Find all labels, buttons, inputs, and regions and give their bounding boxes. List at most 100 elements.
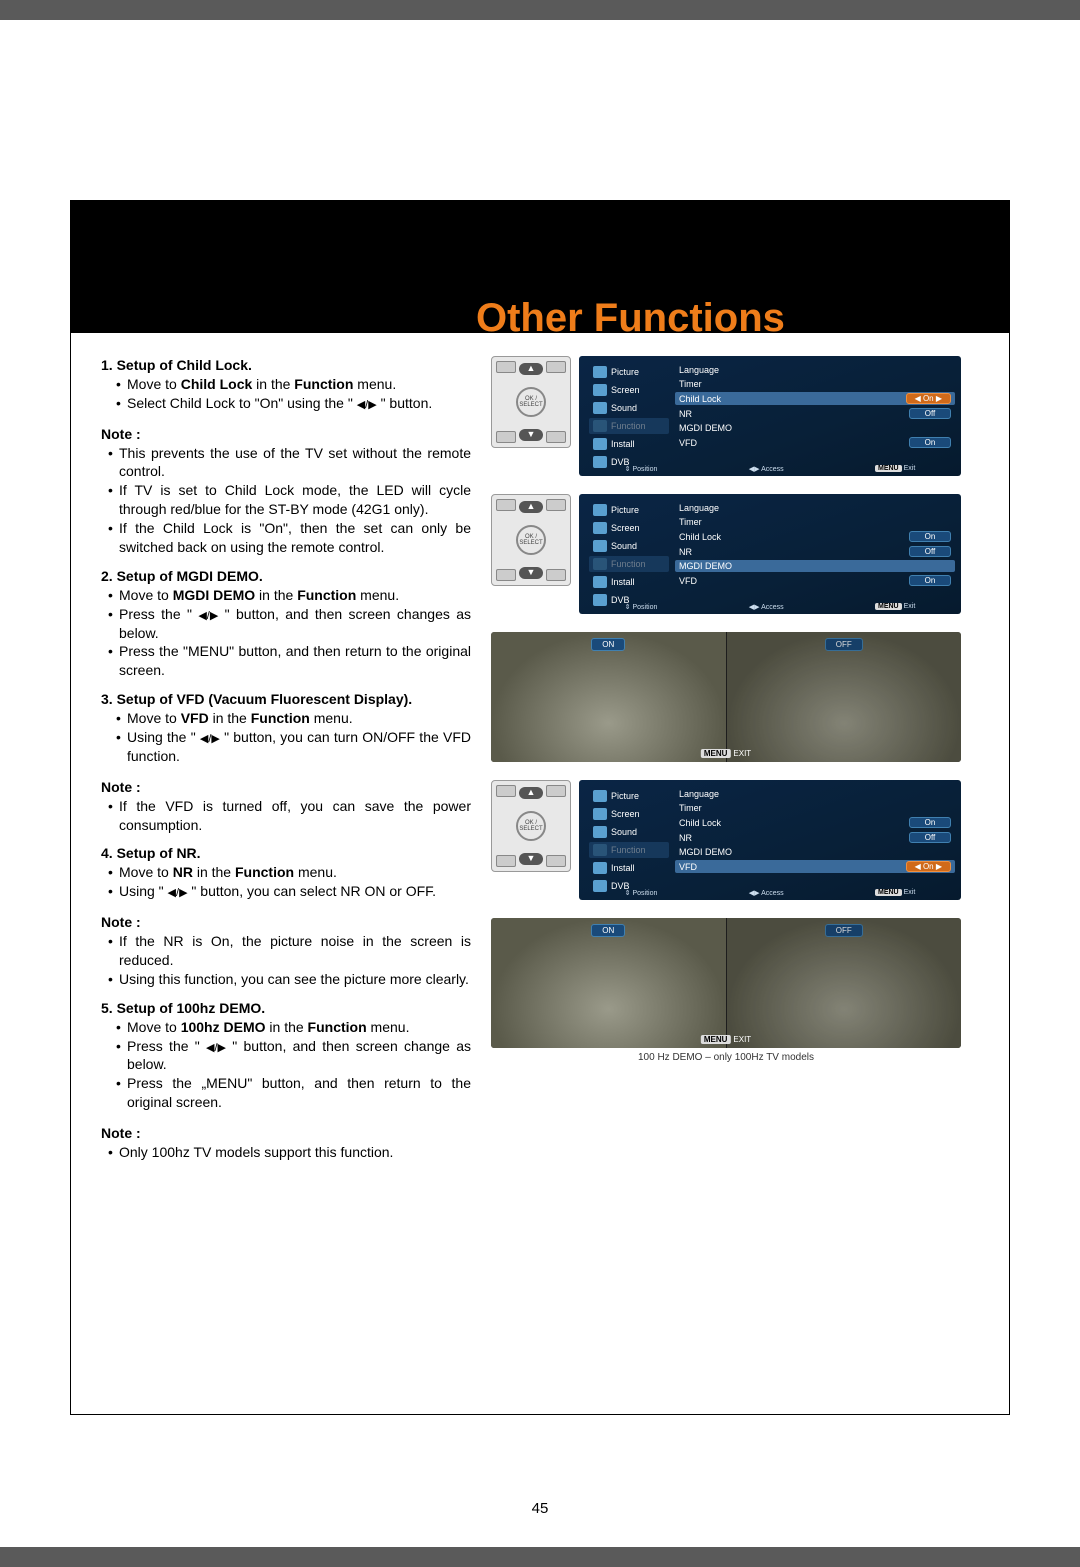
osd-footer: ⇕ Position◀▶ AccessMENUExit xyxy=(579,465,961,473)
osd-row: Timer xyxy=(679,516,951,528)
osd-footer: ⇕ Position◀▶ AccessMENUExit xyxy=(579,603,961,611)
demo-caption: 100 Hz DEMO – only 100Hz TV models xyxy=(491,1052,961,1063)
100hz-demo-wrapper: ON OFF MENUEXIT 100 Hz DEMO – only 100Hz… xyxy=(491,918,961,1063)
remote-up-icon: ▲ xyxy=(519,363,543,375)
remote-ok-btn: OK / SELECT xyxy=(516,387,546,417)
demo-exit-hint: MENUEXIT xyxy=(701,749,751,758)
osd-tab-sound: Sound xyxy=(589,824,669,840)
page-title: Other Functions xyxy=(476,296,785,341)
instruction-line: Select Child Lock to "On" using the " ◀/… xyxy=(101,394,471,413)
section-heading: 3. Setup of VFD (Vacuum Fluorescent Disp… xyxy=(101,690,471,709)
menu-block-vfd: ▲ ▼ OK / SELECT Picture Screen Sound Functi… xyxy=(491,780,961,900)
osd-row: VFDOn xyxy=(679,436,951,449)
screenshots-column: ▲ ▼ OK / SELECT Picture Screen Sound Functi… xyxy=(491,356,961,1162)
remote-diagram: ▲ ▼ OK / SELECT xyxy=(491,494,571,586)
osd-row: VFD◀ On ▶ xyxy=(675,860,955,873)
note-label: Note : xyxy=(101,425,471,444)
instruction-line: Move to NR in the Function menu. xyxy=(101,863,471,882)
content-frame: Other Functions 1. Setup of Child Lock.M… xyxy=(70,200,1010,1415)
instruction-line: If TV is set to Child Lock mode, the LED… xyxy=(101,481,471,519)
remote-pr-btn xyxy=(496,431,516,443)
osd-tab-picture: Picture xyxy=(589,364,669,380)
demo-half-on: ON xyxy=(491,918,726,1048)
instruction-line: Press the "MENU" button, and then return… xyxy=(101,642,471,680)
osd-row: MGDI DEMO xyxy=(679,422,951,434)
remote-diagram: ▲ ▼ OK / SELECT xyxy=(491,356,571,448)
demo-half-off: OFF xyxy=(726,918,962,1048)
instruction-line: Move to MGDI DEMO in the Function menu. xyxy=(101,586,471,605)
remote-sound-btn xyxy=(546,431,566,443)
osd-row: Timer xyxy=(679,802,951,814)
osd-row: MGDI DEMO xyxy=(679,846,951,858)
note-label: Note : xyxy=(101,913,471,932)
instruction-line: Move to VFD in the Function menu. xyxy=(101,709,471,728)
two-column-layout: 1. Setup of Child Lock.Move to Child Loc… xyxy=(101,356,979,1162)
remote-picture-btn xyxy=(546,361,566,373)
instruction-line: Press the " ◀/▶ " button, and then scree… xyxy=(101,605,471,643)
instructions-column: 1. Setup of Child Lock.Move to Child Loc… xyxy=(101,356,471,1162)
menu-block-childlock: ▲ ▼ OK / SELECT Picture Screen Sound Functi… xyxy=(491,356,961,476)
osd-row: VFDOn xyxy=(679,574,951,587)
remote-diagram: ▲ ▼ OK / SELECT xyxy=(491,780,571,872)
osd-row: Child LockOn xyxy=(679,530,951,543)
osd-row: Language xyxy=(679,364,951,376)
osd-tab-picture: Picture xyxy=(589,502,669,518)
page-number: 45 xyxy=(532,1500,549,1517)
manual-page: Other Functions 1. Setup of Child Lock.M… xyxy=(0,20,1080,1547)
osd-tab-screen: Screen xyxy=(589,806,669,822)
instruction-line: Move to 100hz DEMO in the Function menu. xyxy=(101,1018,471,1037)
osd-tab-picture: Picture xyxy=(589,788,669,804)
mgdi-demo-screen: ON OFF MENUEXIT xyxy=(491,632,961,762)
osd-tab-function: Function xyxy=(589,556,669,572)
demo-half-off: OFF xyxy=(726,632,962,762)
osd-tab-install: Install xyxy=(589,860,669,876)
section-heading: 4. Setup of NR. xyxy=(101,844,471,863)
osd-tab-sound: Sound xyxy=(589,538,669,554)
osd-row: Timer xyxy=(679,378,951,390)
instruction-line: Move to Child Lock in the Function menu. xyxy=(101,375,471,394)
instruction-line: If the NR is On, the picture noise in th… xyxy=(101,932,471,970)
100hz-demo-screen: ON OFF MENUEXIT xyxy=(491,918,961,1048)
remote-vol-btn xyxy=(496,361,516,373)
instruction-line: Using " ◀/▶ " button, you can select NR … xyxy=(101,882,471,901)
osd-row: NROff xyxy=(679,545,951,558)
osd-tab-function: Function xyxy=(589,842,669,858)
remote-down-icon: ▼ xyxy=(519,429,543,441)
osd-row: MGDI DEMO xyxy=(675,560,955,572)
osd-footer: ⇕ Position◀▶ AccessMENUExit xyxy=(579,889,961,897)
instruction-line: Using the " ◀/▶ " button, you can turn O… xyxy=(101,728,471,766)
menu-block-mgdi: ▲ ▼ OK / SELECT Picture Screen Sound Functi… xyxy=(491,494,961,614)
osd-row: NROff xyxy=(679,831,951,844)
section-heading: 2. Setup of MGDI DEMO. xyxy=(101,567,471,586)
osd-tab-screen: Screen xyxy=(589,382,669,398)
osd-tab-screen: Screen xyxy=(589,520,669,536)
section-heading: 5. Setup of 100hz DEMO. xyxy=(101,999,471,1018)
instruction-line: Only 100hz TV models support this functi… xyxy=(101,1143,471,1162)
osd-tab-sound: Sound xyxy=(589,400,669,416)
mgdi-demo-wrapper: ON OFF MENUEXIT xyxy=(491,632,961,762)
note-label: Note : xyxy=(101,778,471,797)
osd-row: Language xyxy=(679,502,951,514)
osd-row: Child Lock◀ On ▶ xyxy=(675,392,955,405)
demo-exit-hint: MENUEXIT xyxy=(701,1035,751,1044)
instruction-line: Press the „MENU" button, and then return… xyxy=(101,1074,471,1112)
osd-tab-install: Install xyxy=(589,436,669,452)
instruction-line: Press the " ◀/▶ " button, and then scree… xyxy=(101,1037,471,1075)
off-label: OFF xyxy=(825,638,863,651)
osd-row: Language xyxy=(679,788,951,800)
osd-row: Child LockOn xyxy=(679,816,951,829)
osd-row: NROff xyxy=(679,407,951,420)
section-heading: 1. Setup of Child Lock. xyxy=(101,356,471,375)
instruction-line: If the VFD is turned off, you can save t… xyxy=(101,797,471,835)
note-label: Note : xyxy=(101,1124,471,1143)
osd-tab-function: Function xyxy=(589,418,669,434)
osd-tab-install: Install xyxy=(589,574,669,590)
instruction-line: This prevents the use of the TV set with… xyxy=(101,444,471,482)
osd-screen-vfd: PictureScreenSoundFunctionInstallDVBLang… xyxy=(579,780,961,900)
demo-half-on: ON xyxy=(491,632,726,762)
on-label: ON xyxy=(591,638,625,651)
instruction-line: Using this function, you can see the pic… xyxy=(101,970,471,989)
osd-screen-childlock: PictureScreenSoundFunctionInstallDVBLang… xyxy=(579,356,961,476)
osd-screen-mgdi: PictureScreenSoundFunctionInstallDVBLang… xyxy=(579,494,961,614)
instruction-line: If the Child Lock is "On", then the set … xyxy=(101,519,471,557)
